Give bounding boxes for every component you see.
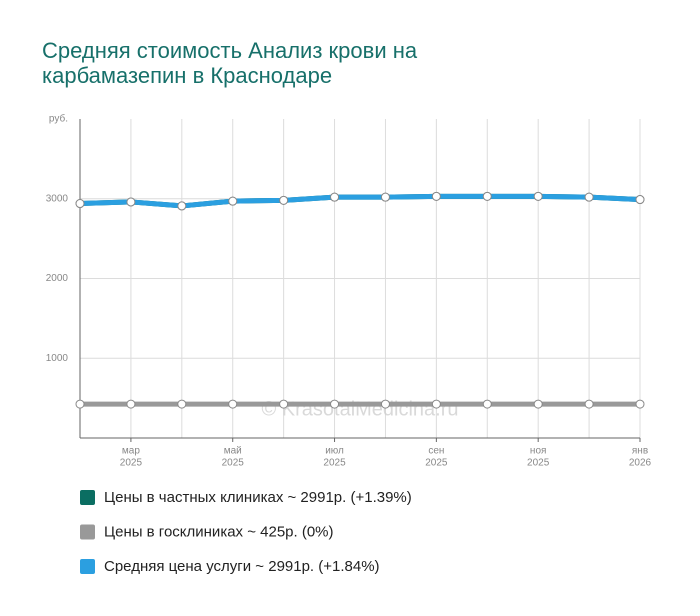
legend-swatch [80,524,95,540]
x-tick-label: июл [325,446,344,457]
data-point [431,191,441,201]
legend-swatch [80,559,95,574]
data-point [380,192,390,202]
x-tick-year: 2025 [120,458,143,469]
x-tick-year: 2025 [323,458,346,469]
data-point [635,399,645,409]
data-point [126,399,136,409]
x-tick-year: 2025 [425,458,448,469]
y-tick-label: 3000 [46,193,69,204]
data-point [330,192,340,202]
x-tick-label: май [224,446,242,457]
data-point [380,399,390,409]
data-point [330,399,340,409]
x-tick-label: ноя [530,446,547,457]
data-point [533,191,543,201]
data-point [533,399,543,409]
x-tick-label: мар [122,446,140,457]
y-tick-label: 2000 [46,273,69,284]
legend-label: Средняя цена услуги ~ 2991р. (+1.84%) [104,558,380,575]
watermark: © KrasotaiMedicina.ru [261,398,458,420]
chart-title: Средняя стоимость Анализ крови на [42,38,418,63]
data-point [75,199,85,209]
data-point [584,399,594,409]
x-tick-year: 2025 [527,458,550,469]
data-point [584,192,594,202]
x-tick-label: янв [632,446,648,457]
data-point [431,399,441,409]
x-tick-year: 2026 [629,458,652,469]
legend-swatch [80,490,95,505]
data-point [75,399,85,409]
data-point [482,399,492,409]
data-point [228,399,238,409]
data-point [482,191,492,201]
legend-label: Цены в госклиниках ~ 425р. (0%) [104,523,334,540]
y-tick-label: 1000 [46,353,69,364]
y-axis-label: руб. [49,113,68,125]
chart-title: карбамазепин в Краснодаре [42,63,332,88]
data-point [126,197,136,207]
data-point [279,399,289,409]
data-point [177,201,187,211]
data-point [635,195,645,205]
x-tick-year: 2025 [222,458,245,469]
series-line [79,193,641,209]
data-point [228,196,238,206]
x-tick-label: сен [428,446,444,457]
data-point [177,399,187,409]
data-point [279,195,289,205]
legend-label: Цены в частных клиниках ~ 2991р. (+1.39%… [104,489,412,506]
